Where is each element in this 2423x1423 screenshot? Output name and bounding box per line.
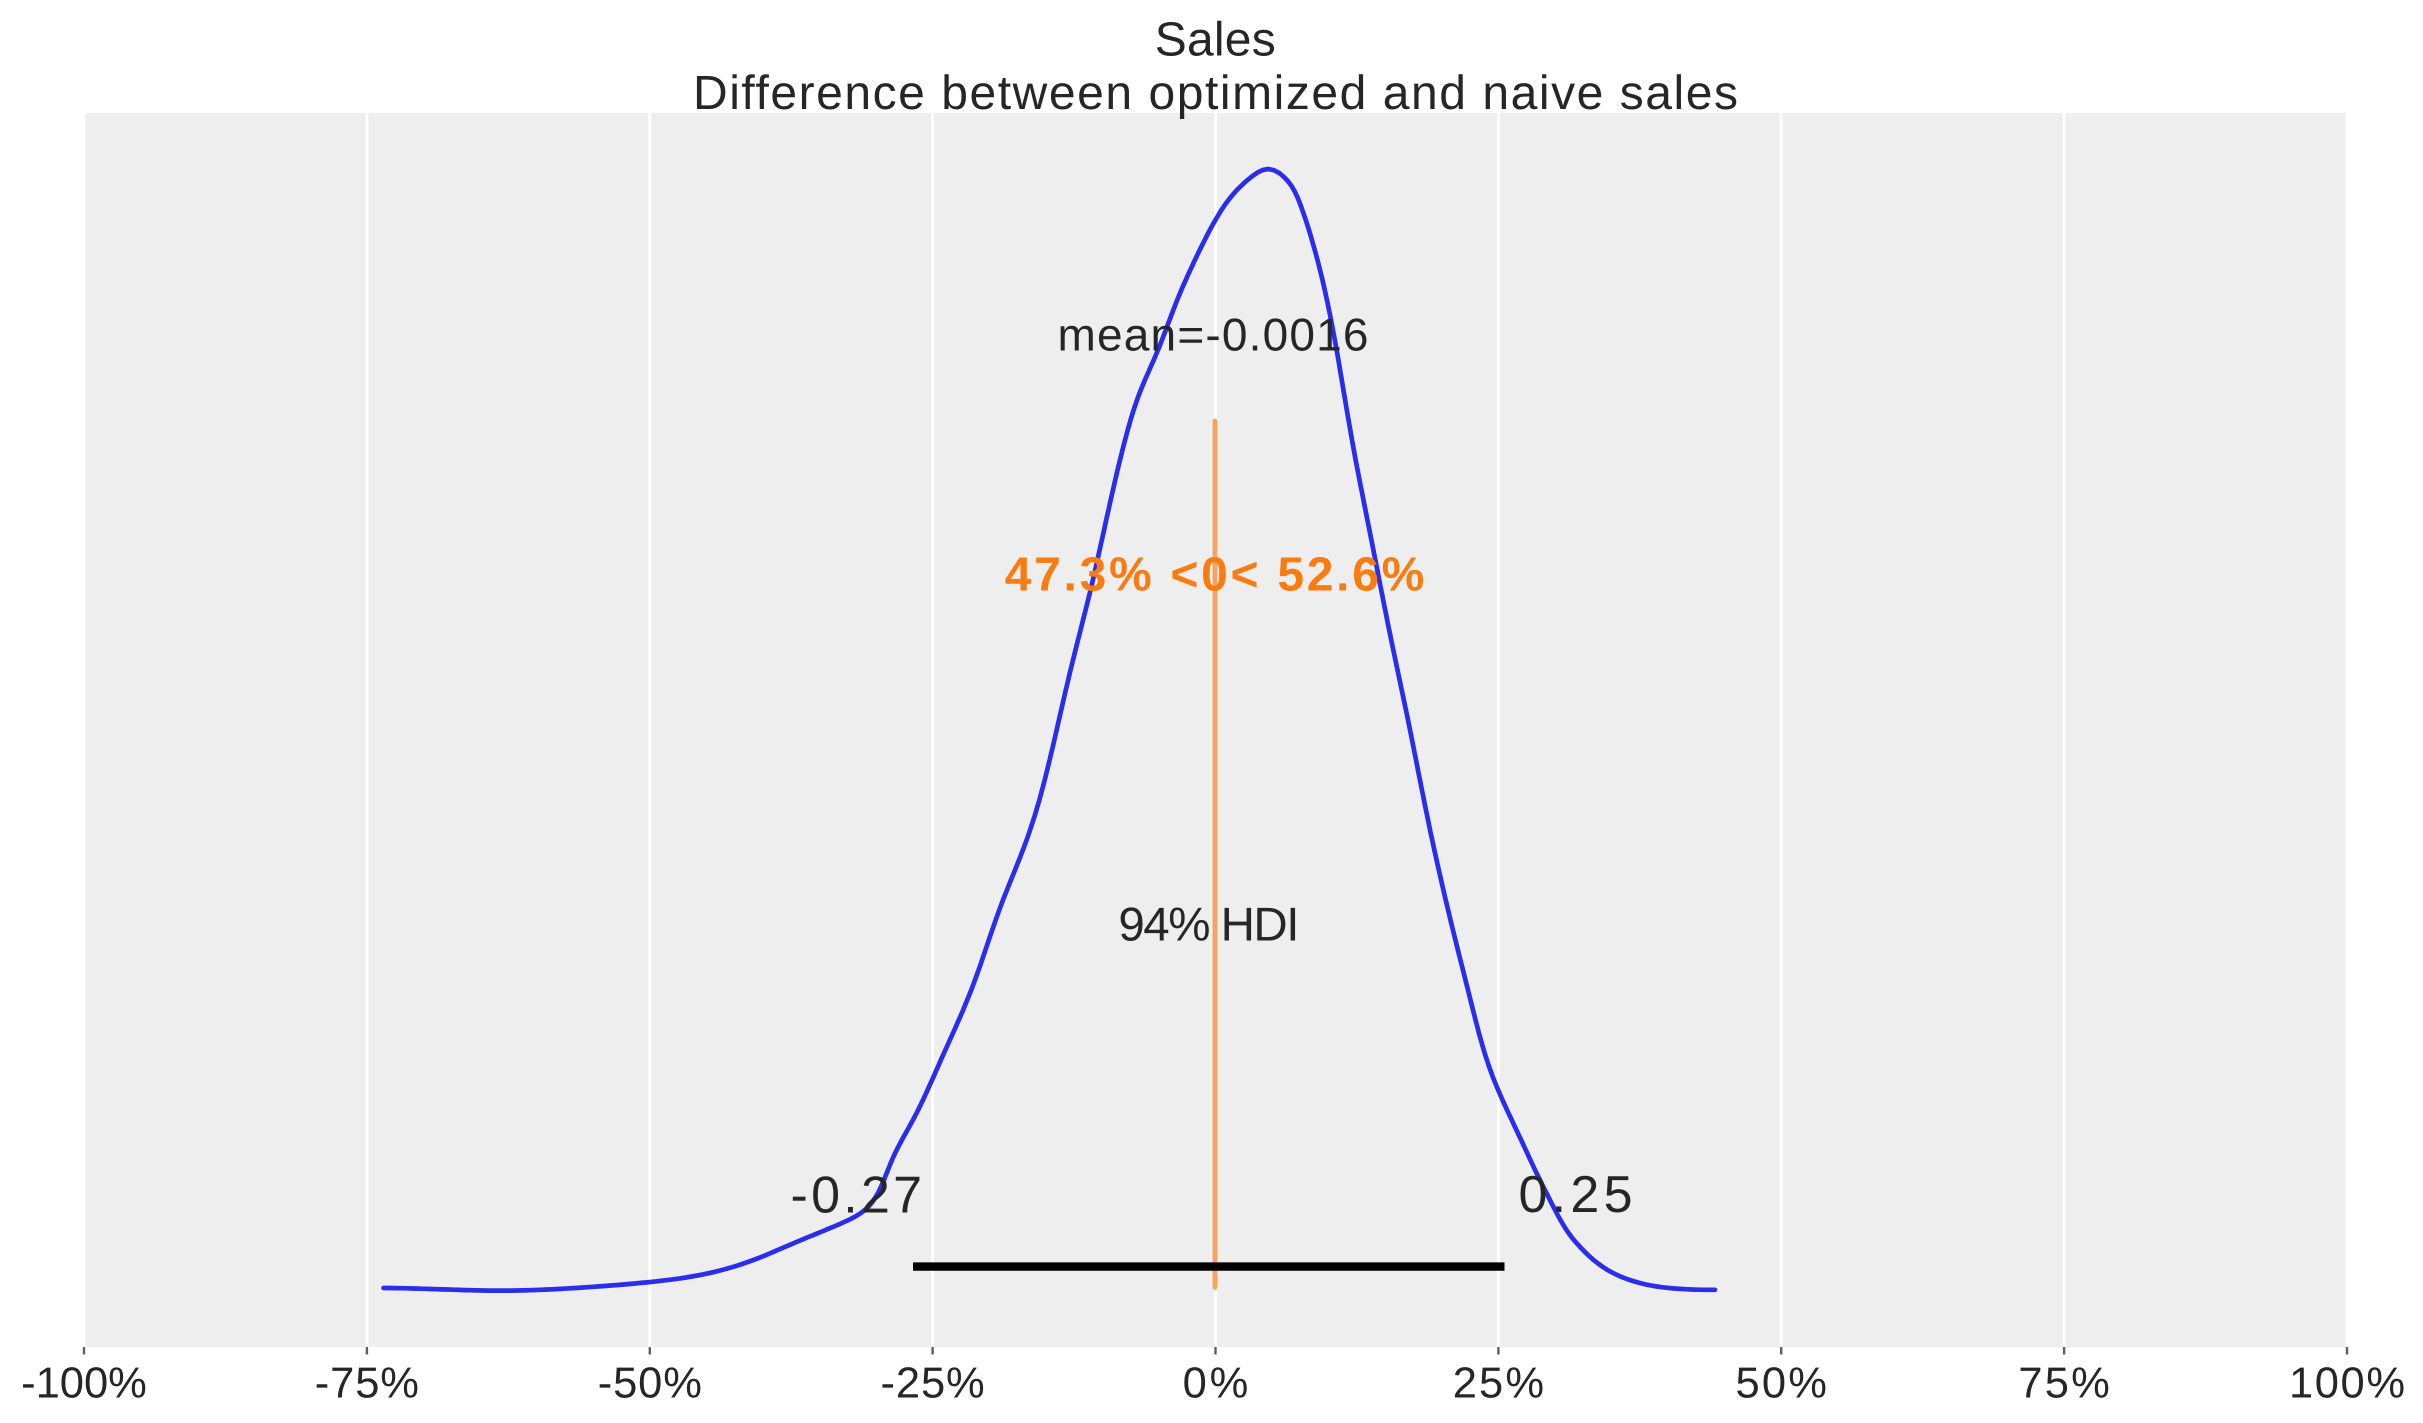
svg-text:25%: 25% bbox=[1453, 1360, 1544, 1408]
svg-text:-0.27: -0.27 bbox=[791, 1167, 923, 1225]
svg-text:0%: 0% bbox=[1183, 1360, 1249, 1408]
svg-text:0.25: 0.25 bbox=[1519, 1166, 1633, 1224]
svg-text:47.3% <0< 52.6%: 47.3% <0< 52.6% bbox=[1005, 549, 1425, 602]
svg-text:75%: 75% bbox=[2018, 1360, 2109, 1408]
svg-text:50%: 50% bbox=[1736, 1360, 1827, 1408]
svg-text:mean=-0.0016: mean=-0.0016 bbox=[1058, 308, 1369, 360]
svg-text:94% HDI: 94% HDI bbox=[1118, 899, 1299, 952]
svg-text:-75%: -75% bbox=[315, 1360, 419, 1408]
svg-text:-100%: -100% bbox=[21, 1360, 147, 1408]
svg-text:-25%: -25% bbox=[880, 1360, 984, 1408]
svg-text:100%: 100% bbox=[2289, 1360, 2405, 1408]
svg-text:Sales: Sales bbox=[1155, 14, 1276, 67]
svg-text:-50%: -50% bbox=[598, 1360, 702, 1408]
svg-text:Difference between optimized a: Difference between optimized and naive s… bbox=[693, 67, 1738, 120]
